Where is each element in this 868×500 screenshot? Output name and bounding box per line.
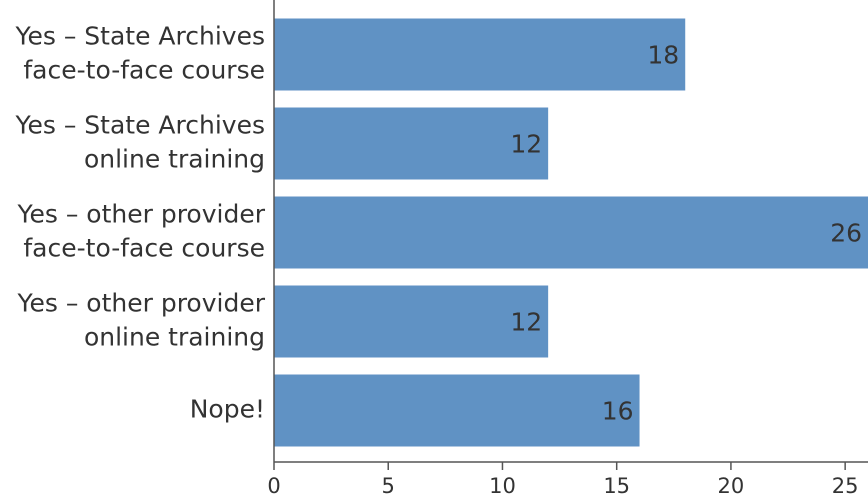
bar [274,107,549,180]
x-tick-label: 15 [603,474,630,498]
x-tick-label: 20 [718,474,745,498]
x-tick-label: 5 [382,474,395,498]
x-tick-label: 25 [832,474,859,498]
x-tick-label: 10 [489,474,516,498]
bar [274,285,549,358]
value-label: 16 [602,397,634,426]
value-label: 26 [830,219,862,248]
category-label: Yes – other provider face-to-face course [17,200,266,263]
value-label: 12 [510,308,542,337]
x-tick-label: 0 [267,474,280,498]
value-label: 12 [510,130,542,159]
category-label: Nope! [190,395,265,424]
value-label: 18 [647,41,679,70]
category-label: Yes – other provider online training [17,289,266,352]
bar [274,374,640,447]
category-label: Yes – State Archives online training [15,111,265,174]
bar [274,18,686,91]
category-label: Yes – State Archives face-to-face course [15,22,265,85]
bar [274,196,868,269]
